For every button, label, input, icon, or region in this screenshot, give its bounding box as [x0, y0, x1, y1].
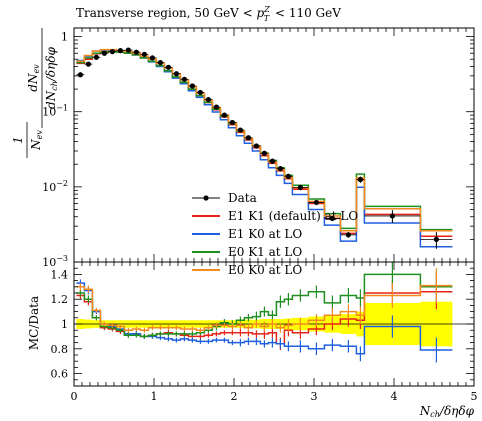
svg-text:Nev: Nev: [29, 130, 44, 151]
ratio-series-line-0: [76, 291, 453, 345]
data-point: [237, 127, 243, 133]
data-point: [245, 135, 251, 141]
data-point: [197, 89, 203, 96]
ratio-y-tick-label: 1.2: [51, 293, 69, 306]
svg-text:1: 1: [11, 136, 25, 144]
legend-label-0: E1 K1 (default) at LO: [228, 209, 358, 223]
legend-data-marker: [203, 195, 209, 201]
data-point: [229, 119, 235, 126]
data-point: [433, 236, 439, 242]
main-y-axis-label-2: dNev dNch/δηδφ: [26, 28, 59, 128]
ratio-series-line-2: [76, 273, 453, 338]
data-point: [85, 61, 91, 67]
data-point: [77, 72, 83, 78]
data-point: [125, 47, 131, 53]
x-tick-label: 0: [71, 390, 78, 403]
data-point: [101, 50, 107, 56]
data-point: [253, 143, 259, 149]
main-y-tick-label: 10−3: [42, 254, 68, 269]
data-point: [141, 51, 147, 57]
data-point: [157, 60, 163, 66]
x-tick-label: 5: [471, 390, 478, 403]
ratio-y-axis-label: MC/Data: [27, 296, 41, 350]
ratio-series-line-3: [76, 284, 453, 331]
x-tick-label: 2: [231, 390, 238, 403]
main-y-tick-label: 10−1: [42, 104, 68, 119]
ratio-y-tick-label: 1: [61, 318, 68, 331]
data-point: [269, 158, 275, 164]
ratio-y-tick-label: 1.4: [51, 268, 69, 281]
data-point: [213, 104, 219, 110]
data-point: [345, 232, 351, 238]
data-point: [173, 71, 179, 77]
data-point: [357, 176, 363, 183]
x-axis-label: Nch/δηδφ: [419, 404, 475, 419]
main-y-tick-label: 10−2: [42, 179, 68, 194]
ratio-y-tick-label: 0.6: [51, 368, 69, 381]
x-tick-label: 4: [391, 390, 398, 403]
svg-text:dNev: dNev: [26, 64, 41, 92]
legend: Data E1 K1 (default) at LO E1 K0 at LO E0 K…: [192, 191, 358, 277]
data-point: [285, 173, 291, 179]
x-tick-label: 3: [311, 390, 318, 403]
data-point: [189, 83, 195, 89]
chart-title: Transverse region, 50 GeV < pZ T < 110 Ge…: [76, 5, 341, 23]
legend-label-3: E0 K0 at LO: [228, 263, 302, 277]
ratio-plot-area: 0 1 2 3 4 5 0.6 0.8 1 1.2 1.4: [51, 261, 478, 403]
legend-label-data: Data: [228, 191, 257, 205]
main-y-tick-label: 1: [61, 31, 68, 44]
legend-label-2: E0 K1 at LO: [228, 245, 302, 259]
legend-label-1: E1 K0 at LO: [228, 227, 302, 241]
data-point: [149, 55, 155, 61]
data-point: [329, 215, 335, 222]
svg-text:dNch/δηδφ: dNch/δηδφ: [44, 46, 59, 109]
series-line-3: [76, 48, 453, 232]
data-point: [205, 96, 211, 103]
data-point: [133, 49, 139, 55]
data-point: [165, 64, 171, 70]
data-point: [261, 150, 267, 156]
data-point: [117, 48, 123, 54]
data-point: [277, 165, 283, 172]
data-point: [297, 184, 303, 191]
data-point: [109, 49, 115, 55]
series-line-2: [76, 50, 453, 231]
data-point: [181, 76, 187, 82]
data-point: [389, 213, 395, 219]
main-y-axis-label: 1 Nev: [11, 122, 44, 158]
x-tick-label: 1: [151, 390, 158, 403]
data-point: [221, 112, 227, 118]
data-point: [313, 199, 319, 206]
data-point: [93, 54, 99, 60]
ratio-y-tick-label: 0.8: [51, 343, 69, 356]
